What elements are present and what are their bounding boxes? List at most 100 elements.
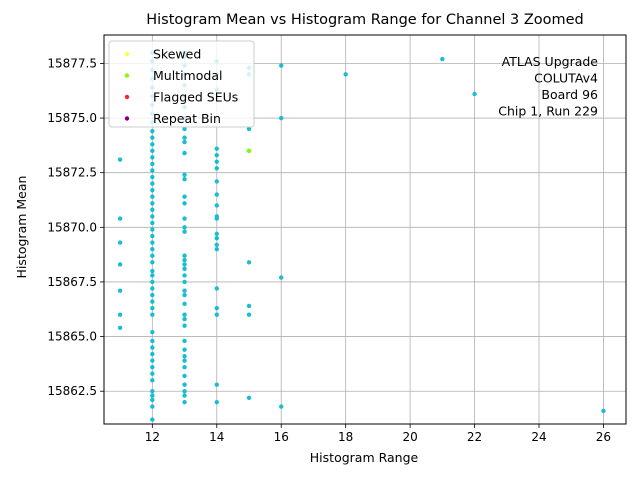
data-point bbox=[214, 152, 219, 158]
data-point bbox=[182, 135, 187, 140]
data-point bbox=[117, 157, 123, 162]
data-point bbox=[214, 236, 219, 241]
data-point bbox=[182, 257, 187, 263]
y-tick-label: 15872.5 bbox=[47, 166, 97, 180]
plot-frame bbox=[103, 34, 627, 425]
x-tick-label: 26 bbox=[596, 430, 611, 444]
data-point bbox=[150, 305, 155, 311]
data-point bbox=[150, 292, 155, 298]
data-point bbox=[246, 148, 252, 154]
legend-label: Multimodal bbox=[153, 68, 222, 83]
data-point bbox=[214, 166, 219, 171]
data-point bbox=[246, 260, 252, 265]
data-point bbox=[150, 417, 155, 422]
data-point bbox=[150, 371, 155, 376]
axes: 12 14 16 18 20 22 24 26 15862.5 15865.0 15867.5 158… bbox=[47, 56, 611, 444]
annotation-line: ATLAS Upgrade bbox=[502, 54, 599, 69]
data-point bbox=[150, 286, 155, 291]
data-point bbox=[214, 399, 219, 405]
data-point bbox=[182, 266, 187, 272]
data-point bbox=[182, 216, 187, 221]
data-point bbox=[182, 262, 187, 267]
data-point bbox=[150, 142, 155, 147]
data-point bbox=[182, 253, 187, 258]
y-tick-label: 15875.0 bbox=[47, 111, 97, 125]
data-point bbox=[117, 240, 123, 245]
x-tick-label: 20 bbox=[402, 430, 417, 444]
data-point bbox=[182, 177, 187, 182]
data-point bbox=[117, 216, 123, 221]
data-point bbox=[150, 174, 155, 180]
data-point bbox=[150, 181, 155, 186]
data-point bbox=[150, 246, 155, 252]
legend-label: Skewed bbox=[153, 47, 201, 62]
data-point bbox=[150, 364, 155, 370]
x-tick-label: 12 bbox=[145, 430, 160, 444]
data-point bbox=[279, 404, 284, 409]
data-point bbox=[182, 229, 187, 234]
annotation-line: Chip 1, Run 229 bbox=[498, 104, 598, 119]
grid bbox=[104, 35, 626, 424]
legend: Skewed Multimodal Flagged SEUs Repeat Bin bbox=[108, 40, 255, 128]
data-point bbox=[214, 242, 219, 247]
data-point bbox=[182, 338, 187, 344]
legend-marker bbox=[124, 73, 130, 78]
data-point bbox=[150, 389, 155, 394]
data-point bbox=[117, 312, 123, 317]
x-tick-label: 14 bbox=[209, 430, 224, 444]
data-point bbox=[214, 286, 219, 291]
data-point bbox=[214, 203, 219, 208]
legend-marker bbox=[124, 94, 130, 100]
data-point bbox=[182, 139, 187, 145]
data-point bbox=[150, 312, 155, 317]
data-point bbox=[214, 382, 219, 387]
x-tick-label: 24 bbox=[531, 430, 546, 444]
y-axis-label: Histogram Mean bbox=[14, 176, 29, 279]
data-point bbox=[117, 262, 123, 267]
data-point bbox=[182, 354, 187, 359]
data-point bbox=[182, 399, 187, 405]
data-point bbox=[214, 179, 219, 184]
data-point bbox=[182, 389, 187, 394]
data-point bbox=[150, 397, 155, 403]
x-tick-label: 22 bbox=[467, 430, 482, 444]
data-point bbox=[117, 288, 123, 293]
data-point bbox=[150, 194, 155, 199]
legend-box bbox=[108, 40, 255, 128]
data-point bbox=[150, 330, 155, 335]
data-point bbox=[214, 146, 219, 151]
data-point bbox=[472, 91, 477, 97]
data-point bbox=[182, 126, 187, 132]
x-tick-label: 16 bbox=[274, 430, 289, 444]
data-point bbox=[150, 240, 155, 245]
data-point bbox=[182, 273, 187, 278]
data-point bbox=[150, 404, 155, 409]
x-tick-label: 18 bbox=[338, 430, 353, 444]
data-point bbox=[214, 246, 219, 252]
data-point bbox=[343, 72, 348, 77]
data-point bbox=[182, 382, 187, 387]
data-point bbox=[182, 312, 187, 317]
chart-title: Histogram Mean vs Histogram Range for Ch… bbox=[146, 12, 584, 28]
y-tick-label: 15870.0 bbox=[47, 220, 97, 234]
y-tick-label: 15862.5 bbox=[47, 384, 97, 398]
data-point bbox=[182, 393, 187, 398]
data-point bbox=[150, 351, 155, 357]
data-point bbox=[214, 192, 219, 197]
data-point bbox=[150, 345, 155, 350]
data-point bbox=[440, 56, 445, 62]
data-point bbox=[279, 63, 284, 68]
y-tick-label: 15865.0 bbox=[47, 330, 97, 344]
data-point bbox=[182, 225, 187, 230]
data-point bbox=[150, 168, 155, 173]
legend-label: Repeat Bin bbox=[153, 111, 221, 126]
data-point bbox=[246, 126, 252, 132]
data-point bbox=[150, 161, 155, 167]
data-point bbox=[182, 279, 187, 285]
data-point bbox=[246, 303, 252, 309]
data-point bbox=[182, 364, 187, 370]
legend-marker bbox=[124, 116, 130, 121]
legend-marker bbox=[124, 51, 130, 57]
